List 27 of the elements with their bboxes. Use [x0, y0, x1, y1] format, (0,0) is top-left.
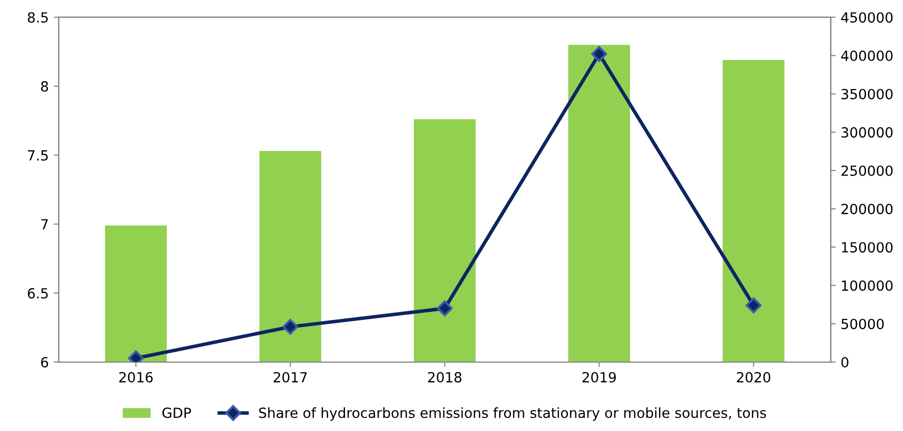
y2-tick-label: 0: [841, 357, 848, 368]
y2-tick-label: 300000: [842, 127, 893, 138]
y2-tick-label: 450000: [841, 12, 893, 23]
x-tick-label: 2019: [582, 372, 616, 383]
legend-label: Share of hydrocarbons emissions from stationary or mobile sources, tons: [259, 407, 766, 421]
point: [591, 46, 608, 62]
y2-tick-label: 250000: [842, 165, 893, 176]
x-tick-label: 2017: [274, 372, 307, 383]
y2-tick-label: 50000: [842, 318, 884, 330]
y-tick-label: 8.5: [28, 12, 48, 23]
y-tick-label: 7.5: [28, 150, 48, 161]
y2-tick-label: 400000: [841, 50, 893, 62]
point: [436, 300, 453, 316]
legend-label: GDP: [162, 408, 192, 418]
y-tick-label: 7: [41, 219, 48, 230]
point: [282, 318, 298, 335]
y2-tick-label: 150000: [842, 242, 893, 253]
y-tick-label: 6.5: [28, 288, 48, 299]
y-tick-label: 8: [41, 81, 48, 92]
x-tick-label: 2020: [736, 372, 770, 383]
y2-tick-label: 100000: [842, 280, 893, 291]
x-tick-label: 2016: [119, 372, 153, 383]
y2-tick-label: 200000: [842, 204, 893, 214]
point: [746, 297, 762, 314]
y2-tick-label: 350000: [842, 88, 893, 100]
x-tick-label: 2018: [428, 372, 462, 383]
y-tick-label: 6: [41, 357, 48, 368]
